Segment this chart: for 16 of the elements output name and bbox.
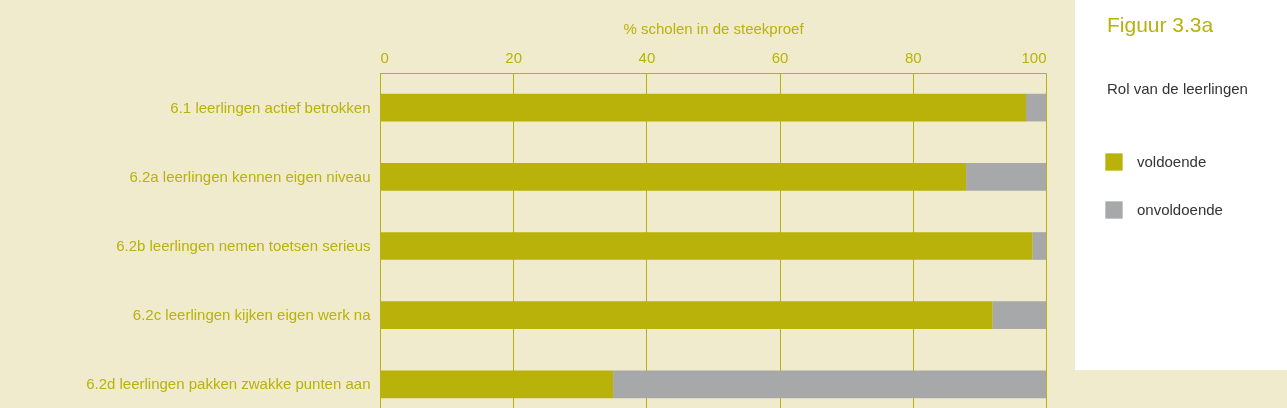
x-tick-label: 40 <box>638 48 656 66</box>
x-tick-label: 60 <box>771 48 789 66</box>
legend-label: onvoldoende <box>1137 201 1223 218</box>
y-tick-label: 6.2d leerlingen pakken zwakke punten aan <box>86 375 371 393</box>
y-tick-label: 6.2c leerlingen kijken eigen werk na <box>132 306 372 324</box>
text: Figuur 3.3a <box>1107 13 1214 36</box>
y-tick-label: 6.2b leerlingen nemen toetsen serieus <box>116 237 371 254</box>
y-tick-label: 6.2a leerlingen kennen eigen niveau <box>129 167 371 185</box>
x-tick-label: 100 <box>1021 48 1047 66</box>
x-tick-label: 20 <box>505 48 523 66</box>
x-tick-label: 0 <box>380 48 389 66</box>
x-tick-label: 80 <box>904 48 922 66</box>
text: Rol van de leerlingen <box>1107 80 1248 97</box>
x-axis-title: % scholen in de steekproef <box>623 19 805 37</box>
legend-label: voldoende <box>1137 153 1207 170</box>
y-tick-label: 6.1 leerlingen actief betrokken <box>170 98 371 116</box>
